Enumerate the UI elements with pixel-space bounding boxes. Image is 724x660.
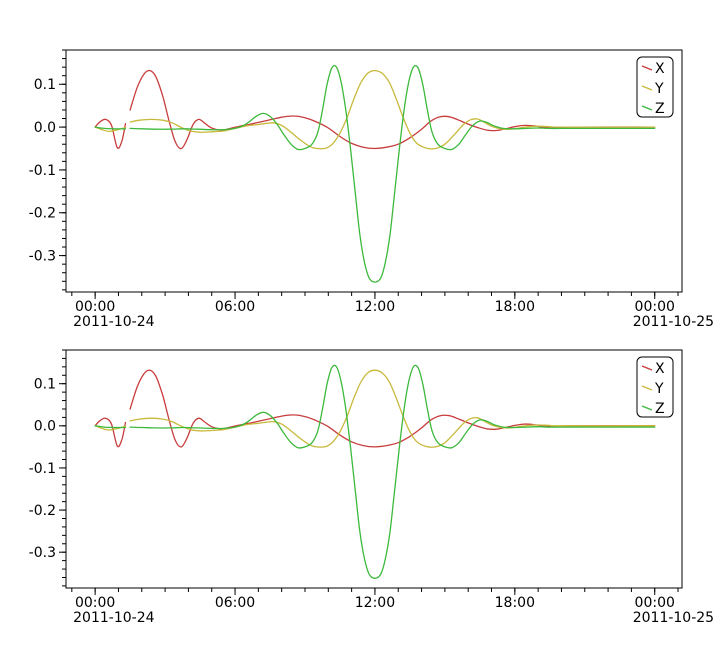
legend-line-sample-x xyxy=(641,65,653,71)
y-tick-label: -0.2 xyxy=(29,206,56,222)
legend-line-sample-y xyxy=(641,385,653,391)
y-tick-label: -0.1 xyxy=(29,163,56,179)
series-X-line xyxy=(129,69,656,150)
x-tick-label: 12:00 xyxy=(355,595,395,611)
x-tick-label: 12:00 xyxy=(355,299,395,315)
series-Y-line xyxy=(129,369,656,448)
x-tick-label: 06:00 xyxy=(215,299,255,315)
y-tick-label: 0.1 xyxy=(34,377,56,393)
legend-label-z: Z xyxy=(655,401,665,417)
y-tick-label: -0.2 xyxy=(29,503,56,519)
x-tick-label: 00:00 xyxy=(635,299,675,315)
series-Y-line xyxy=(129,69,656,150)
series-Z-line xyxy=(129,364,656,579)
legend-line-sample-z xyxy=(641,105,653,111)
y-tick-label: 0.0 xyxy=(34,120,56,136)
y-tick-label: 0.0 xyxy=(34,419,56,435)
x-tick-label: 18:00 xyxy=(495,595,535,611)
x-tick-label: 00:00 xyxy=(635,595,675,611)
legend-line-sample-y xyxy=(641,85,653,91)
legend-label-x: X xyxy=(655,61,665,77)
legend-line-sample-x xyxy=(641,365,653,371)
series-group xyxy=(94,364,656,579)
series-X-line xyxy=(94,118,127,149)
x-tick-label: 00:00 xyxy=(75,299,115,315)
y-tick-label: -0.3 xyxy=(29,248,56,264)
legend-box xyxy=(636,356,674,418)
legend-label-y: Y xyxy=(654,381,664,397)
series-X-line xyxy=(129,369,656,448)
series-Z-line xyxy=(94,425,127,429)
x-tick-label: 06:00 xyxy=(215,595,255,611)
plot-border xyxy=(65,349,683,589)
x-date-label: 2011-10-24 xyxy=(73,610,154,626)
y-tick-label: -0.3 xyxy=(29,545,56,561)
series-Z-line xyxy=(129,64,656,283)
axis-ticks xyxy=(59,49,679,299)
y-tick-label: 0.1 xyxy=(34,77,56,93)
plot-border xyxy=(65,49,683,293)
legend-label-x: X xyxy=(655,361,665,377)
x-tick-label: 18:00 xyxy=(495,299,535,315)
x-tick-label: 00:00 xyxy=(75,595,115,611)
series-group xyxy=(94,64,656,283)
series-X-line xyxy=(94,417,127,448)
axis-ticks xyxy=(59,349,679,595)
x-date-label: 2011-10-24 xyxy=(73,314,154,330)
x-date-label: 2011-10-25 xyxy=(633,610,714,626)
legend-label-z: Z xyxy=(655,101,665,117)
legend: XYZ xyxy=(636,356,674,418)
legend-line-sample-z xyxy=(641,405,653,411)
y-tick-label: -0.1 xyxy=(29,461,56,477)
series-Z-line xyxy=(94,126,127,130)
legend: XYZ xyxy=(636,56,674,118)
legend-box xyxy=(636,56,674,118)
x-date-label: 2011-10-25 xyxy=(633,314,714,330)
legend-label-y: Y xyxy=(654,81,664,97)
